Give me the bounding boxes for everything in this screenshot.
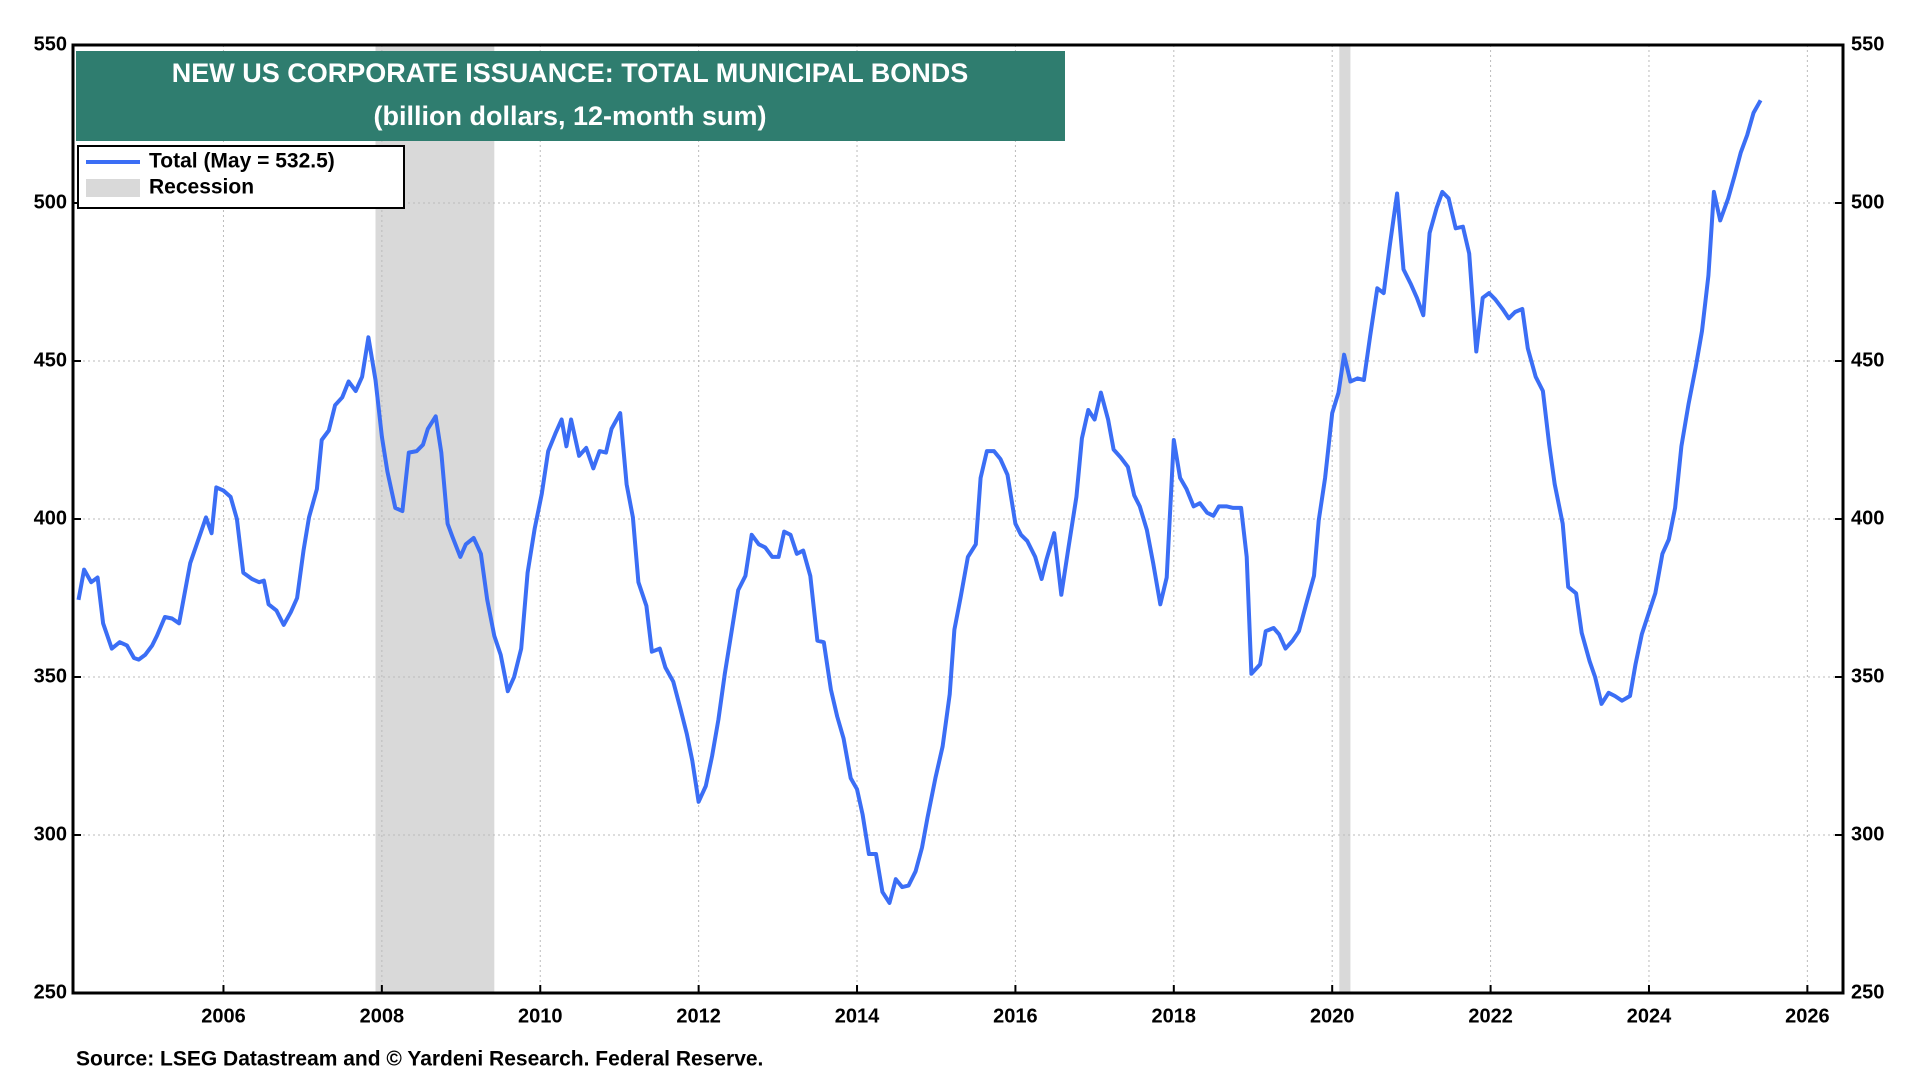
y-tick-label: 250 xyxy=(34,981,67,1003)
series-line xyxy=(76,99,1763,905)
y2-tick-label: 250 xyxy=(1851,981,1884,1003)
x-tick-label: 2012 xyxy=(676,1005,721,1027)
y2-tick-label: 350 xyxy=(1851,665,1884,687)
x-tick-label: 2010 xyxy=(518,1005,563,1027)
x-tick-label: 2016 xyxy=(993,1005,1038,1027)
y-tick-label: 450 xyxy=(34,349,67,371)
y-tick-label: 350 xyxy=(34,665,67,687)
chart-subtitle: (billion dollars, 12-month sum) xyxy=(373,101,766,131)
y2-tick-label: 450 xyxy=(1851,349,1884,371)
y-tick-label: 500 xyxy=(34,191,67,213)
legend-label: Recession xyxy=(149,176,254,199)
x-tick-label: 2006 xyxy=(201,1005,246,1027)
y2-tick-label: 550 xyxy=(1851,33,1884,55)
plot-frame xyxy=(71,43,1845,995)
legend-box xyxy=(77,145,405,209)
y2-tick-label: 400 xyxy=(1851,507,1884,529)
x-tick-label: 2018 xyxy=(1152,1005,1197,1027)
legend-swatch xyxy=(86,179,140,197)
y2-tick-label: 300 xyxy=(1851,823,1884,845)
y-tick-label: 550 xyxy=(34,33,67,55)
x-tick-label: 2026 xyxy=(1785,1005,1830,1027)
source-note: Source: LSEG Datastream and © Yardeni Re… xyxy=(76,1048,763,1071)
x-tick-label: 2014 xyxy=(835,1005,880,1027)
x-tick-label: 2022 xyxy=(1468,1005,1513,1027)
x-tick-label: 2024 xyxy=(1627,1005,1672,1027)
chart-title: NEW US CORPORATE ISSUANCE: TOTAL MUNICIP… xyxy=(172,58,969,88)
y-tick-label: 300 xyxy=(34,823,67,845)
x-tick-label: 2008 xyxy=(360,1005,405,1027)
title-box xyxy=(76,51,1065,141)
legend-label: Total (May = 532.5) xyxy=(149,150,335,173)
y-tick-label: 400 xyxy=(34,507,67,529)
x-tick-label: 2020 xyxy=(1310,1005,1355,1027)
background-layer xyxy=(73,44,1843,994)
y2-tick-label: 500 xyxy=(1851,191,1884,213)
